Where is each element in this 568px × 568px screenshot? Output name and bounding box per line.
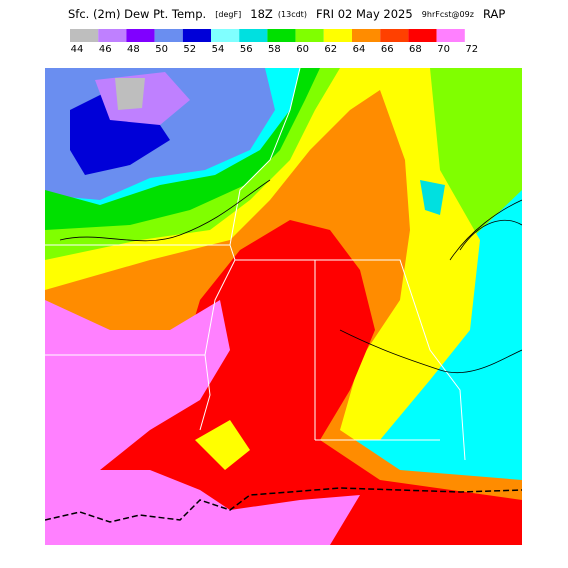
legend-label: 56 [240, 44, 253, 55]
legend-swatch [154, 29, 183, 42]
legend-swatch [211, 29, 240, 42]
field-62-local [195, 420, 250, 470]
coastline [45, 487, 522, 523]
legend-swatch [182, 29, 211, 42]
legend-label: 50 [155, 44, 168, 55]
legend-label: 60 [296, 44, 309, 55]
legend-label: 66 [381, 44, 394, 55]
legend-label: 46 [99, 44, 112, 55]
map [45, 68, 522, 545]
legend-swatch [239, 29, 268, 42]
legend-swatch [408, 29, 437, 42]
legend-label: 52 [183, 44, 196, 55]
legend-label: 48 [127, 44, 140, 55]
legend-swatch [267, 29, 296, 42]
legend-swatch [380, 29, 409, 42]
legend-label: 54 [212, 44, 225, 55]
units: [degF] [215, 10, 241, 19]
field-70 [45, 300, 230, 480]
field-44 [115, 78, 145, 110]
legend-label: 58 [268, 44, 281, 55]
legend-label: 72 [465, 44, 478, 55]
legend-swatch [436, 29, 465, 42]
legend-swatch [352, 29, 381, 42]
forecast: 9hrFcst@09z [422, 10, 474, 19]
state-borders [45, 68, 466, 461]
gulf-field [45, 470, 360, 545]
field-56-local [420, 180, 445, 215]
legend-label: 44 [71, 44, 84, 55]
legend-swatch [295, 29, 324, 42]
model: RAP [483, 7, 505, 21]
color-legend: 44 46 48 50 52 54 56 58 60 62 64 66 68 70 72 [70, 29, 478, 55]
title: Sfc. (2m) Dew Pt. Temp. [68, 7, 206, 21]
legend-swatch [70, 29, 99, 42]
legend-swatch [98, 29, 127, 42]
local-time: (13cdt) [278, 10, 307, 19]
field-66 [45, 220, 522, 545]
date: FRI 02 May 2025 [316, 7, 413, 21]
legend-label: 68 [409, 44, 422, 55]
legend-label: 64 [353, 44, 366, 55]
legend-swatch [126, 29, 155, 42]
legend-label: 62 [324, 44, 337, 55]
contour-lines [59, 179, 522, 374]
legend-swatch [323, 29, 352, 42]
valid-time: 18Z [250, 7, 273, 21]
legend-label: 70 [437, 44, 450, 55]
map-title: Sfc. (2m) Dew Pt. Temp. [degF] 18Z (13cd… [68, 4, 505, 23]
